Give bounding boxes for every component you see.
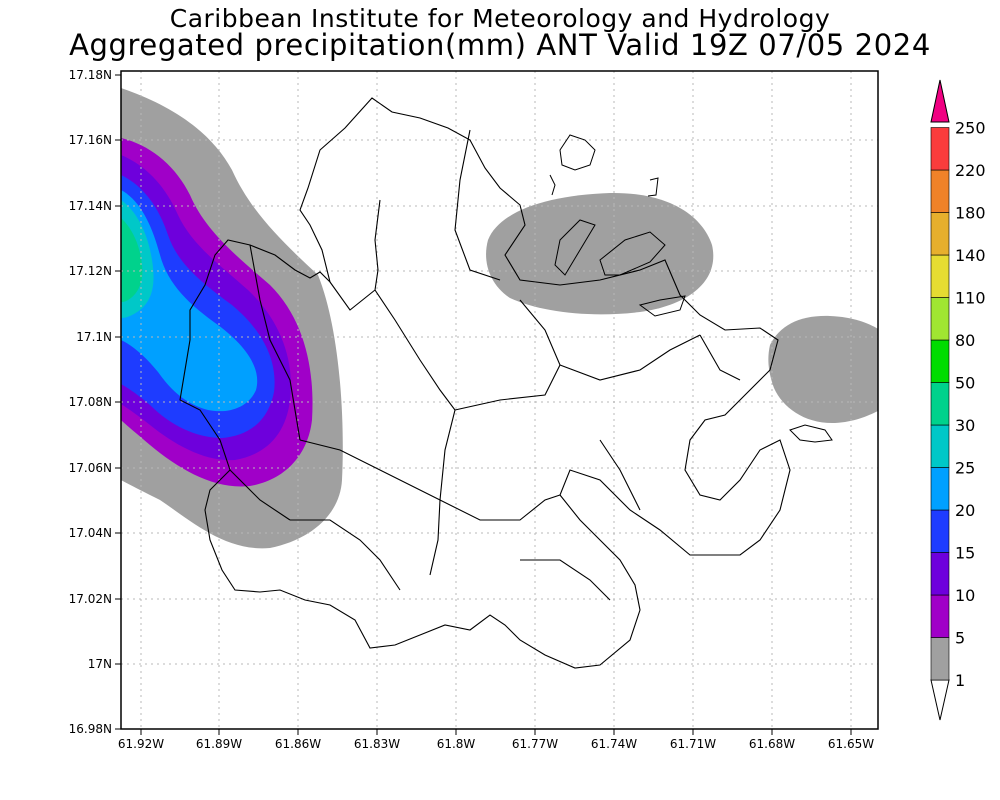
- colorbar-segment: [930, 424, 950, 468]
- lon-tick-label: 61.89W: [196, 737, 242, 751]
- map-frame: [120, 70, 879, 730]
- lon-tick-label: 61.92W: [118, 737, 164, 751]
- colorbar-segment: [930, 297, 950, 341]
- colorbar-label: 25: [955, 459, 975, 478]
- lat-tick-label: 16.98N: [69, 722, 112, 736]
- lat-tick-label: 17.04N: [69, 526, 112, 540]
- lat-tick-label: 17.12N: [69, 264, 112, 278]
- colorbar-label: 50: [955, 374, 975, 393]
- lon-tick-marks: [140, 729, 852, 735]
- lon-tick-label: 61.83W: [354, 737, 400, 751]
- lon-tick-label: 61.8W: [437, 737, 476, 751]
- colorbar-label: 80: [955, 331, 975, 350]
- colorbar-label: 1: [955, 671, 965, 690]
- colorbar-segment: [930, 552, 950, 596]
- colorbar-segment: [930, 127, 950, 171]
- lon-tick-labels: 61.92W 61.89W 61.86W 61.83W 61.8W 61.77W…: [118, 737, 874, 751]
- colorbar-bottom-triangle: [930, 679, 950, 721]
- map-gridlines: [121, 71, 878, 729]
- lat-tick-label: 17.1N: [76, 330, 112, 344]
- antigua-coastline: [179, 97, 791, 669]
- colorbar-label: 20: [955, 501, 975, 520]
- colorbar-segment: [930, 594, 950, 638]
- colorbar-top-triangle: [930, 79, 950, 123]
- lat-tick-label: 17N: [88, 657, 112, 671]
- offshore-islets: [549, 134, 833, 443]
- lat-tick-labels: 17.18N 17.16N 17.14N 17.12N 17.1N 17.08N…: [69, 68, 112, 736]
- colorbar-label: 110: [955, 289, 986, 308]
- lon-tick-label: 61.77W: [512, 737, 558, 751]
- colorbar-segment: [930, 254, 950, 298]
- precipitation-layer: [121, 88, 878, 549]
- colorbar-label: 250: [955, 119, 986, 138]
- colorbar-label: 180: [955, 204, 986, 223]
- lon-tick-label: 61.65W: [828, 737, 874, 751]
- lat-tick-label: 17.02N: [69, 592, 112, 606]
- lon-tick-label: 61.71W: [670, 737, 716, 751]
- precip-contour-30mm-west: [121, 218, 143, 302]
- colorbar-segment: [930, 467, 950, 511]
- colorbar-segment: [930, 382, 950, 426]
- lon-tick-label: 61.74W: [591, 737, 637, 751]
- title-line-2: Aggregated precipitation(mm) ANT Valid 1…: [69, 28, 931, 62]
- colorbar-segment: [930, 169, 950, 213]
- lat-tick-marks: [115, 74, 121, 730]
- colorbar-segment: [930, 339, 950, 383]
- lat-tick-label: 17.16N: [69, 133, 112, 147]
- colorbar-label: 30: [955, 416, 975, 435]
- colorbar-segment: [930, 212, 950, 256]
- lat-tick-label: 17.14N: [69, 199, 112, 213]
- colorbar-segment: [930, 637, 950, 681]
- lat-tick-label: 17.08N: [69, 395, 112, 409]
- lon-tick-label: 61.68W: [749, 737, 795, 751]
- colorbar-label: 5: [955, 629, 965, 648]
- precip-contour-20mm-west: [121, 190, 258, 412]
- precip-contour-1mm-northeast: [486, 192, 714, 315]
- colorbar-label: 15: [955, 544, 975, 563]
- colorbar-label: 140: [955, 246, 986, 265]
- colorbar-label: 220: [955, 161, 986, 180]
- colorbar-label: 10: [955, 586, 975, 605]
- colorbar-segment: [930, 509, 950, 553]
- lat-tick-label: 17.18N: [69, 68, 112, 82]
- lat-tick-label: 17.06N: [69, 461, 112, 475]
- title-line-1: Caribbean Institute for Meteorology and …: [169, 4, 831, 33]
- lon-tick-label: 61.86W: [275, 737, 321, 751]
